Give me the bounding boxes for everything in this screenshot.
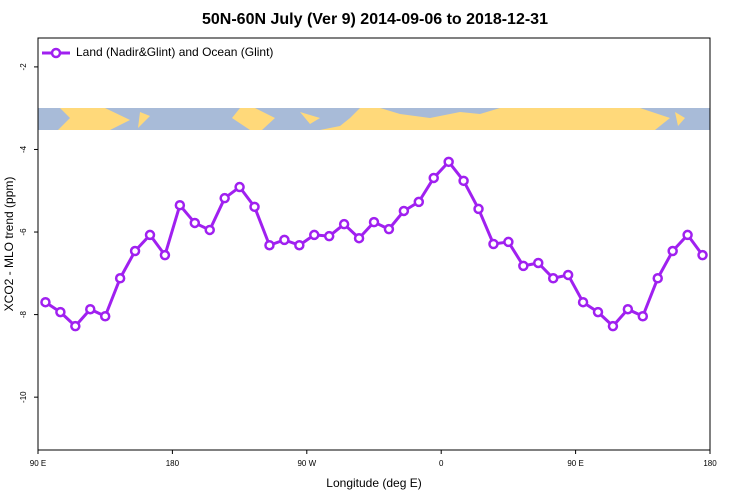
point — [70, 320, 81, 332]
point — [488, 238, 499, 250]
point — [219, 192, 230, 204]
point — [697, 249, 708, 261]
point — [174, 199, 186, 211]
legend-marker — [50, 47, 62, 59]
point — [55, 306, 66, 318]
point — [518, 260, 529, 272]
y-tick-label: -10 — [19, 391, 28, 403]
point — [144, 229, 156, 241]
point — [473, 203, 484, 215]
point — [547, 273, 559, 284]
point — [279, 234, 290, 246]
point — [533, 257, 544, 269]
point — [189, 217, 201, 229]
y-tick-label: -2 — [19, 63, 28, 71]
chart-title: 50N-60N July (Ver 9) 2014-09-06 to 2018-… — [202, 11, 548, 28]
map-strip — [38, 108, 710, 130]
point — [309, 229, 320, 241]
y-axis-label: XCO2 - MLO trend (ppm) — [2, 177, 16, 312]
y-tick-label: -4 — [19, 145, 28, 153]
point — [353, 232, 365, 244]
point — [129, 245, 141, 257]
point — [607, 320, 619, 332]
point — [40, 296, 51, 308]
series-line — [44, 160, 704, 328]
point — [398, 205, 410, 217]
point — [99, 310, 111, 322]
x-tick-label: 90 E — [30, 459, 46, 468]
x-tick-label: 180 — [166, 459, 180, 468]
legend-label: Land (Nadir&Glint) and Ocean (Glint) — [76, 45, 273, 59]
point — [413, 196, 425, 208]
point — [637, 310, 649, 322]
x-tick-label: 180 — [703, 459, 717, 468]
point — [338, 218, 350, 230]
legend: Land (Nadir&Glint) and Ocean (Glint) — [42, 45, 273, 59]
point — [294, 239, 305, 251]
point — [323, 230, 335, 242]
x-tick-label: 90 E — [567, 459, 583, 468]
point — [249, 201, 260, 213]
x-tick-label: 90 W — [297, 459, 316, 468]
point — [443, 156, 454, 168]
point — [682, 229, 693, 241]
point — [368, 216, 380, 228]
y-tick-label: -6 — [19, 228, 28, 236]
point — [204, 224, 215, 236]
plot-frame — [37, 37, 711, 451]
point — [264, 239, 275, 251]
x-tick-label: 0 — [439, 459, 444, 468]
y-tick-label: -8 — [19, 310, 28, 318]
point — [562, 269, 574, 281]
point — [383, 223, 395, 235]
point — [622, 303, 634, 315]
point — [503, 236, 514, 248]
point — [85, 303, 96, 315]
point — [667, 245, 678, 257]
point — [458, 175, 469, 187]
point — [652, 273, 663, 284]
point — [428, 172, 439, 184]
x-axis-label: Longitude (deg E) — [326, 476, 421, 490]
point — [234, 181, 245, 193]
point — [114, 273, 126, 284]
point — [592, 306, 604, 318]
point — [159, 249, 171, 261]
point — [577, 296, 589, 308]
